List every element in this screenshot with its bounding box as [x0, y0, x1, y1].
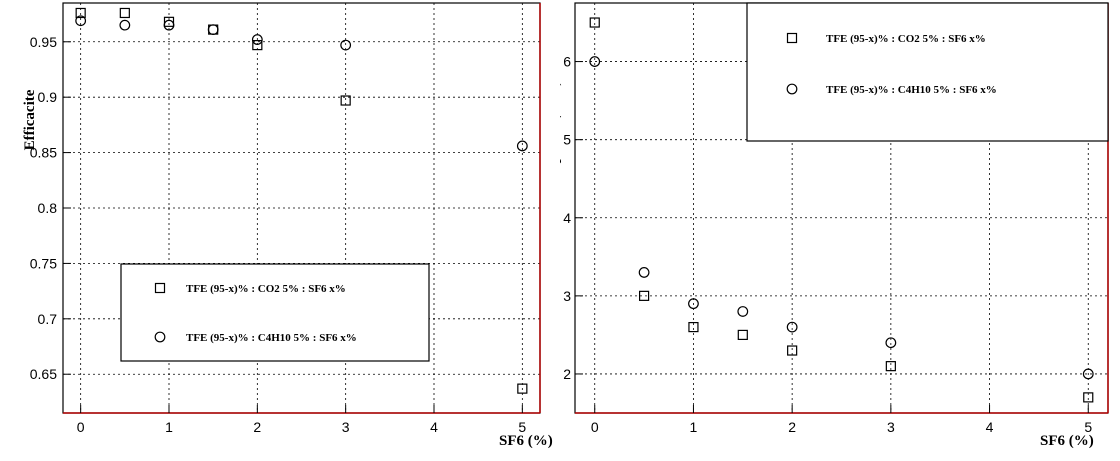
data-point	[163, 16, 175, 27]
x-tick-label: 4	[430, 419, 438, 435]
data-point	[1082, 368, 1094, 380]
mult-y-axis-title: Multiplicite (PAD)	[560, 81, 562, 199]
data-point	[589, 17, 600, 28]
data-point	[737, 306, 749, 317]
data-point	[1083, 392, 1094, 403]
y-tick-label: 3	[563, 288, 571, 304]
data-point	[786, 321, 798, 333]
data-point	[163, 19, 175, 31]
y-tick-label: 0.65	[30, 366, 57, 382]
y-tick-label: 0.7	[38, 311, 58, 327]
data-point	[688, 298, 699, 310]
y-tick-label: 4	[563, 210, 571, 226]
data-point	[251, 34, 263, 45]
data-point	[688, 321, 699, 333]
x-tick-label: 5	[1084, 419, 1092, 435]
eff-y-axis-title: Efficacite	[22, 89, 38, 150]
legend-marker-square	[154, 282, 166, 294]
legend-marker-circle	[786, 83, 798, 95]
x-tick-label: 2	[788, 419, 796, 435]
legend-entry: TFE (95-x)% : C4H10 5% : SF6 x%	[826, 84, 997, 96]
data-point	[119, 19, 131, 31]
data-point	[787, 345, 798, 356]
data-point	[340, 39, 352, 51]
data-point	[589, 56, 601, 67]
data-point	[517, 383, 528, 394]
eff-legend: TFE (95-x)% : CO2 5% : SF6 x% TFE (95-x)%…	[120, 263, 430, 362]
mult-ticks: 0 1 2 3 4 5 2 3 4 5 6	[563, 54, 1092, 435]
y-tick-label: 0.75	[30, 255, 57, 271]
legend-entry: TFE (95-x)% : C4H10 5% : SF6 x%	[186, 332, 357, 344]
y-tick-label: 0.85	[30, 145, 57, 161]
x-tick-label: 4	[986, 419, 994, 435]
data-point	[885, 361, 896, 372]
efficacite-chart: 0 1 2 3 4 5 0.65 0.7 0.75 0.8 0.85 0.9 0.95 SF6 (%) Ef…	[22, 2, 553, 449]
data-point	[340, 95, 351, 106]
y-tick-label: 6	[563, 54, 571, 70]
y-tick-label: 0.8	[38, 200, 58, 216]
data-point	[638, 290, 650, 301]
data-point	[75, 15, 87, 27]
legend-box	[746, 2, 1109, 142]
x-tick-label: 1	[690, 419, 698, 435]
x-tick-label: 0	[77, 419, 85, 435]
y-tick-label: 5	[563, 132, 571, 148]
data-point	[737, 329, 748, 341]
x-tick-label: 5	[518, 419, 526, 435]
y-tick-label: 0.95	[30, 34, 57, 50]
data-point	[119, 7, 130, 19]
x-tick-label: 2	[253, 419, 261, 435]
y-tick-label: 2	[563, 366, 571, 382]
legend-entry: TFE (95-x)% : CO2 5% : SF6 x%	[186, 283, 346, 295]
x-tick-label: 3	[887, 419, 895, 435]
eff-series-c4h10	[75, 15, 528, 152]
mult-series-c4h10	[589, 56, 1094, 380]
legend-marker-circle	[154, 331, 166, 343]
legend-marker-square	[786, 32, 798, 44]
mult-legend: TFE (95-x)% : CO2 5% : SF6 x% TFE (95-x)%…	[746, 2, 1109, 142]
x-tick-label: 0	[591, 419, 599, 435]
x-tick-label: 3	[342, 419, 350, 435]
mult-x-axis-title: SF6 (%)	[1040, 433, 1094, 449]
eff-ticks: 0 1 2 3 4 5 0.65 0.7 0.75 0.8 0.85 0.9 0.95	[30, 34, 527, 435]
data-point	[516, 140, 528, 152]
mult-series-co2	[589, 17, 1094, 403]
data-point	[885, 337, 897, 349]
multiplicite-chart: 0 1 2 3 4 5 2 3 4 5 6 SF6 (%) Multiplicite (PAD) TFE …	[560, 2, 1109, 449]
data-point	[252, 40, 263, 51]
x-tick-label: 1	[165, 419, 173, 435]
data-point	[75, 7, 86, 19]
eff-x-axis-title: SF6 (%)	[499, 433, 553, 449]
data-point	[207, 24, 219, 35]
data-point	[638, 267, 650, 278]
legend-box	[120, 263, 430, 362]
legend-entry: TFE (95-x)% : CO2 5% : SF6 x%	[826, 33, 986, 45]
y-tick-label: 0.9	[38, 89, 58, 105]
